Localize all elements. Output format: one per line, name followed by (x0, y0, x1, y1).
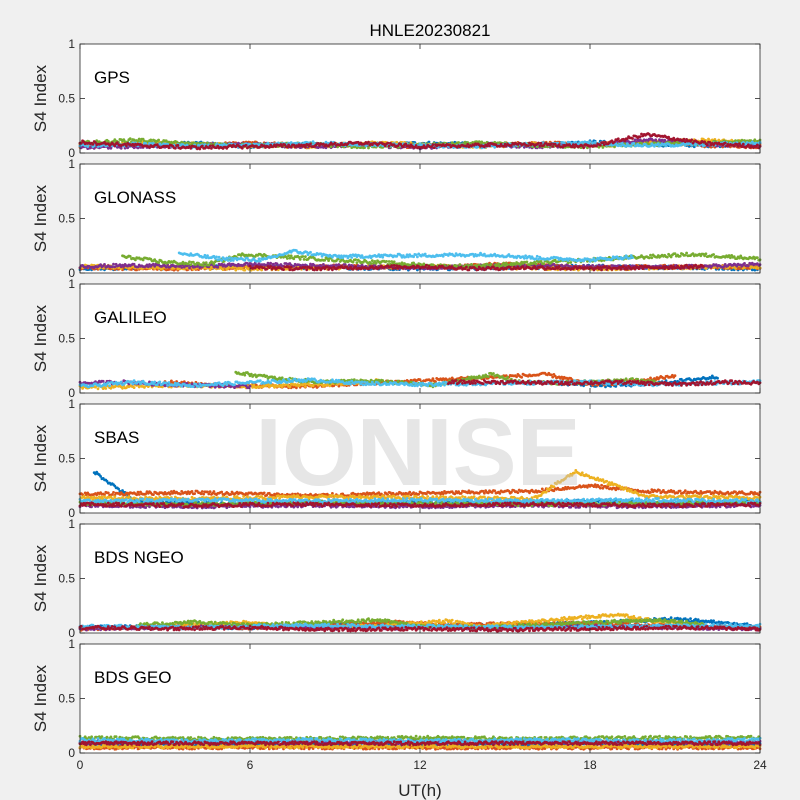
data-point (656, 142, 660, 146)
data-point (128, 137, 132, 141)
data-point (488, 144, 491, 148)
data-point (602, 143, 606, 147)
data-point (526, 144, 530, 148)
data-point (578, 141, 582, 144)
data-point (173, 146, 177, 150)
data-point (244, 143, 248, 147)
data-point (624, 144, 628, 148)
data-point (431, 143, 435, 147)
data-point (304, 145, 307, 149)
data-point (119, 146, 123, 150)
data-point (682, 137, 686, 141)
data-point (387, 144, 391, 148)
data-point (598, 143, 602, 147)
data-point (551, 145, 555, 148)
y-axis-label: S4 Index (31, 64, 50, 132)
data-point (167, 146, 171, 150)
data-point (208, 144, 212, 148)
data-point (149, 138, 153, 142)
data-point (736, 144, 740, 148)
data-point (664, 144, 668, 148)
data-point (631, 137, 634, 140)
data-point (582, 146, 585, 150)
data-point (333, 141, 337, 145)
data-point (580, 140, 584, 144)
data-point (573, 145, 576, 149)
data-point (741, 142, 745, 146)
data-point (619, 144, 623, 148)
data-point (324, 140, 328, 144)
y-tick-label: 1 (68, 37, 75, 51)
data-point (267, 146, 271, 149)
data-point (593, 140, 597, 144)
data-point (616, 137, 620, 141)
data-point (91, 142, 95, 146)
data-point (601, 146, 605, 149)
data-point (740, 145, 744, 149)
data-point (588, 140, 592, 144)
data-point (158, 142, 162, 146)
data-point (632, 141, 636, 145)
data-point (633, 138, 637, 142)
data-point (616, 144, 620, 148)
data-point (638, 135, 642, 139)
data-point (705, 143, 709, 147)
data-point (480, 140, 484, 144)
data-point (753, 138, 757, 142)
data-point (537, 141, 540, 145)
data-point (125, 144, 128, 148)
data-point (221, 268, 225, 271)
data-point (690, 138, 694, 142)
figure-title: HNLE20230821 (370, 21, 491, 40)
data-point (432, 146, 436, 150)
data-point (367, 140, 370, 144)
data-point (176, 143, 180, 147)
data-point (414, 144, 418, 147)
data-point (466, 143, 470, 146)
y-tick-label: 0.5 (58, 92, 75, 106)
data-point (367, 146, 370, 150)
data-point (550, 142, 553, 146)
panel-title: GPS (94, 68, 130, 87)
data-point (571, 143, 575, 147)
data-point (386, 141, 390, 145)
data-point (747, 143, 750, 147)
data-point (756, 143, 759, 147)
data-point (723, 141, 727, 145)
data-point (234, 268, 238, 272)
data-point (243, 268, 247, 272)
data-point (309, 142, 312, 146)
data-point (738, 267, 741, 270)
data-point (427, 140, 431, 144)
data-point (660, 138, 664, 142)
data-point (583, 140, 587, 144)
data-point (137, 137, 141, 141)
data-point (157, 138, 161, 142)
data-point (186, 141, 190, 145)
data-point (210, 147, 213, 150)
data-point (539, 141, 543, 145)
data-point (311, 140, 315, 144)
